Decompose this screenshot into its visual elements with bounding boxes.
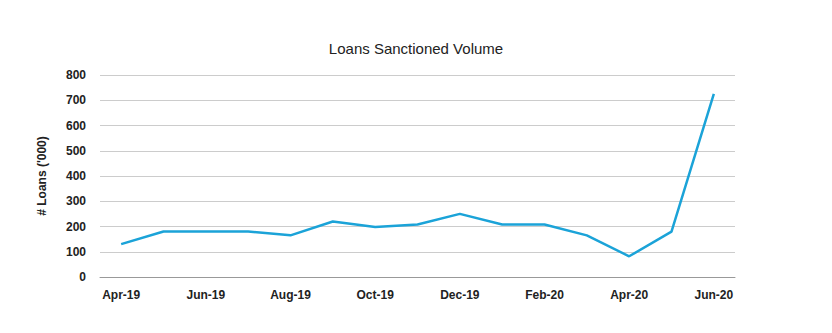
svg-text:600: 600 bbox=[66, 119, 86, 133]
svg-text:Loans Sanctioned Volume: Loans Sanctioned Volume bbox=[329, 40, 503, 57]
svg-text:# Loans ('000): # Loans ('000) bbox=[35, 136, 49, 216]
svg-text:Oct-19: Oct-19 bbox=[356, 288, 394, 302]
svg-text:Jun-19: Jun-19 bbox=[186, 288, 225, 302]
svg-text:Apr-19: Apr-19 bbox=[102, 288, 140, 302]
svg-text:500: 500 bbox=[66, 144, 86, 158]
svg-text:100: 100 bbox=[66, 245, 86, 259]
svg-text:Dec-19: Dec-19 bbox=[440, 288, 480, 302]
svg-text:Aug-19: Aug-19 bbox=[270, 288, 311, 302]
svg-text:300: 300 bbox=[66, 194, 86, 208]
svg-text:200: 200 bbox=[66, 220, 86, 234]
svg-text:0: 0 bbox=[79, 270, 86, 284]
svg-text:700: 700 bbox=[66, 93, 86, 107]
svg-text:400: 400 bbox=[66, 169, 86, 183]
svg-text:800: 800 bbox=[66, 68, 86, 82]
svg-text:Feb-20: Feb-20 bbox=[525, 288, 564, 302]
svg-text:Apr-20: Apr-20 bbox=[610, 288, 648, 302]
svg-text:Jun-20: Jun-20 bbox=[694, 288, 733, 302]
